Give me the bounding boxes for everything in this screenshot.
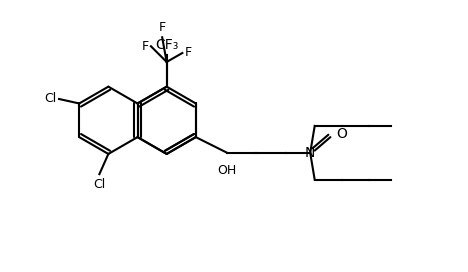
Text: F: F bbox=[142, 40, 149, 53]
Text: F: F bbox=[159, 21, 166, 34]
Text: N: N bbox=[305, 146, 315, 160]
Text: Cl: Cl bbox=[93, 178, 105, 191]
Text: CF₃: CF₃ bbox=[155, 38, 178, 52]
Text: F: F bbox=[184, 47, 192, 60]
Text: O: O bbox=[336, 126, 347, 141]
Text: OH: OH bbox=[218, 164, 237, 177]
Text: Cl: Cl bbox=[44, 92, 57, 106]
